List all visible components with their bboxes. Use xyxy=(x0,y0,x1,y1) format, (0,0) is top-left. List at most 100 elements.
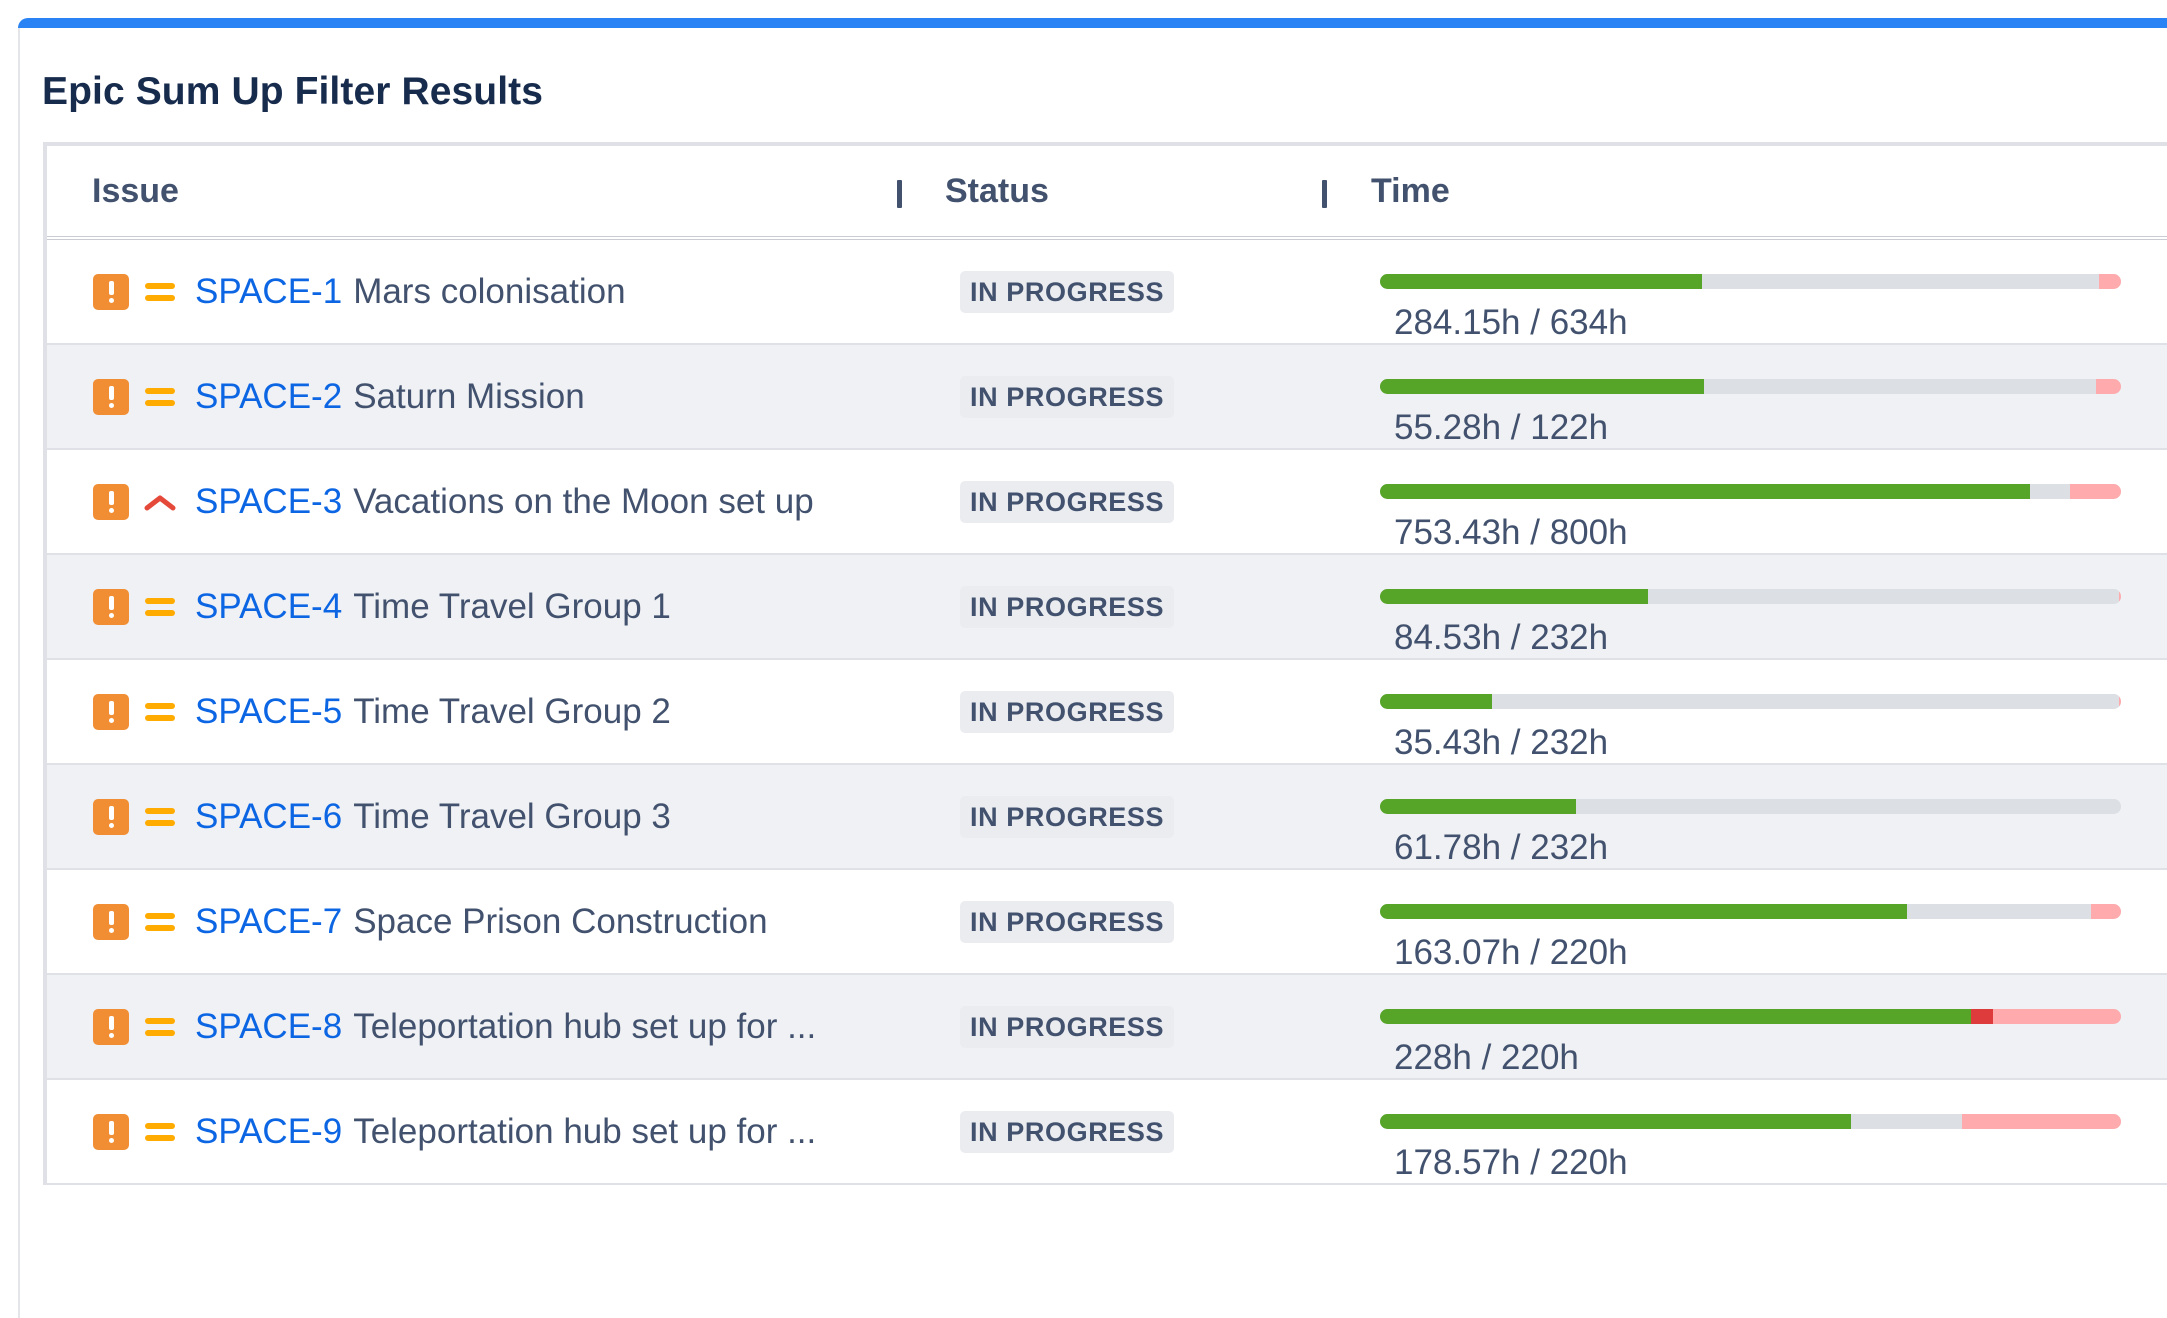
time-cell: 228h / 220h xyxy=(1380,1009,2121,1078)
issue-type-exclamation-icon xyxy=(93,799,129,835)
time-spent-estimate: 61.78h / 232h xyxy=(1394,828,1609,867)
table-row: SPACE-8 Teleportation hub set up for ...… xyxy=(47,975,2167,1080)
priority-medium-icon xyxy=(143,1118,177,1146)
column-header-issue[interactable]: Issue xyxy=(92,172,179,210)
issue-cell: SPACE-2 Saturn Mission xyxy=(93,375,585,419)
page-title: Epic Sum Up Filter Results xyxy=(42,70,544,113)
status-badge: IN PROGRESS xyxy=(960,691,1175,733)
issue-summary[interactable]: Time Travel Group 1 xyxy=(353,587,671,626)
issue-summary[interactable]: Mars colonisation xyxy=(353,272,626,311)
status-badge: IN PROGRESS xyxy=(960,586,1175,628)
issue-summary[interactable]: Time Travel Group 3 xyxy=(353,797,671,836)
issue-type-exclamation-icon xyxy=(93,1009,129,1045)
time-spent-estimate: 84.53h / 232h xyxy=(1394,618,1609,657)
issue-key-link[interactable]: SPACE-3 xyxy=(195,482,343,521)
issue-type-exclamation-icon xyxy=(93,904,129,940)
priority-medium-icon xyxy=(143,593,177,621)
progress-over-estimate-segment xyxy=(2118,589,2121,604)
time-progress-bar xyxy=(1380,484,2121,499)
issue-key-link[interactable]: SPACE-7 xyxy=(195,902,343,941)
progress-remaining-segment xyxy=(2029,484,2070,499)
progress-logged-segment xyxy=(1380,694,1492,709)
column-resize-handle[interactable] xyxy=(1322,180,1327,208)
issue-summary[interactable]: Teleportation hub set up for ... xyxy=(353,1007,817,1046)
priority-high-icon xyxy=(143,488,177,516)
issue-key-link[interactable]: SPACE-5 xyxy=(195,692,343,731)
time-cell: 163.07h / 220h xyxy=(1380,904,2121,973)
table-row: SPACE-7 Space Prison Construction IN PRO… xyxy=(47,870,2167,975)
table-header: Issue Status Time xyxy=(47,146,2167,240)
time-spent-estimate: 35.43h / 232h xyxy=(1394,723,1609,762)
issue-cell: SPACE-4 Time Travel Group 1 xyxy=(93,585,671,629)
time-spent-estimate: 163.07h / 220h xyxy=(1394,933,1628,972)
time-progress-bar xyxy=(1380,274,2121,289)
issue-key-link[interactable]: SPACE-4 xyxy=(195,587,343,626)
issue-key-link[interactable]: SPACE-8 xyxy=(195,1007,343,1046)
priority-medium-icon xyxy=(143,278,177,306)
progress-over-estimate-segment xyxy=(2098,274,2121,289)
issue-type-exclamation-icon xyxy=(93,274,129,310)
issue-cell: SPACE-1 Mars colonisation xyxy=(93,270,626,314)
issue-key-link[interactable]: SPACE-6 xyxy=(195,797,343,836)
issue-summary[interactable]: Space Prison Construction xyxy=(353,902,768,941)
time-spent-estimate: 284.15h / 634h xyxy=(1394,303,1628,342)
progress-logged-segment xyxy=(1380,1009,1971,1024)
issue-cell: SPACE-7 Space Prison Construction xyxy=(93,900,768,944)
progress-remaining-segment xyxy=(1648,589,2119,604)
progress-remaining-segment xyxy=(1702,274,2099,289)
issue-summary[interactable]: Vacations on the Moon set up xyxy=(353,482,814,521)
issue-cell: SPACE-9 Teleportation hub set up for ... xyxy=(93,1110,816,1154)
progress-over-estimate-segment xyxy=(2090,904,2121,919)
progress-logged-segment xyxy=(1380,484,2030,499)
column-header-status[interactable]: Status xyxy=(945,172,1049,210)
issue-type-exclamation-icon xyxy=(93,1114,129,1150)
progress-logged-segment xyxy=(1380,589,1649,604)
issue-summary[interactable]: Teleportation hub set up for ... xyxy=(353,1112,817,1151)
table-row: SPACE-1 Mars colonisation IN PROGRESS 28… xyxy=(47,240,2167,345)
progress-remaining-segment xyxy=(1851,1114,1962,1129)
results-table: Issue Status Time SPACE-1 Mars colonisat… xyxy=(43,142,2167,1185)
table-row: SPACE-4 Time Travel Group 1 IN PROGRESS … xyxy=(47,555,2167,660)
issue-key-link[interactable]: SPACE-1 xyxy=(195,272,343,311)
table-row: SPACE-6 Time Travel Group 3 IN PROGRESS … xyxy=(47,765,2167,870)
time-cell: 178.57h / 220h xyxy=(1380,1114,2121,1183)
table-body: SPACE-1 Mars colonisation IN PROGRESS 28… xyxy=(47,240,2167,1185)
time-cell: 84.53h / 232h xyxy=(1380,589,2121,658)
issue-cell: SPACE-3 Vacations on the Moon set up xyxy=(93,480,814,524)
status-badge: IN PROGRESS xyxy=(960,271,1175,313)
issue-type-exclamation-icon xyxy=(93,694,129,730)
column-header-time[interactable]: Time xyxy=(1371,172,1450,210)
issue-key-link[interactable]: SPACE-2 xyxy=(195,377,343,416)
table-row: SPACE-5 Time Travel Group 2 IN PROGRESS … xyxy=(47,660,2167,765)
issue-summary[interactable]: Time Travel Group 2 xyxy=(353,692,671,731)
time-progress-bar xyxy=(1380,799,2121,814)
progress-logged-segment xyxy=(1380,274,1703,289)
progress-over-estimate-segment xyxy=(1961,1114,2121,1129)
time-progress-bar xyxy=(1380,379,2121,394)
time-spent-estimate: 178.57h / 220h xyxy=(1394,1143,1628,1182)
issue-cell: SPACE-6 Time Travel Group 3 xyxy=(93,795,671,839)
table-row: SPACE-2 Saturn Mission IN PROGRESS 55.28… xyxy=(47,345,2167,450)
time-progress-bar xyxy=(1380,1009,2121,1024)
issue-type-exclamation-icon xyxy=(93,379,129,415)
progress-remaining-segment xyxy=(1491,694,2119,709)
issue-key-link[interactable]: SPACE-9 xyxy=(195,1112,343,1151)
time-progress-bar xyxy=(1380,694,2121,709)
time-spent-estimate: 753.43h / 800h xyxy=(1394,513,1628,552)
status-badge: IN PROGRESS xyxy=(960,1006,1175,1048)
time-progress-bar xyxy=(1380,589,2121,604)
issue-type-exclamation-icon xyxy=(93,484,129,520)
priority-medium-icon xyxy=(143,908,177,936)
column-resize-handle[interactable] xyxy=(897,180,902,208)
issue-summary[interactable]: Saturn Mission xyxy=(353,377,585,416)
issue-type-exclamation-icon xyxy=(93,589,129,625)
table-row: SPACE-3 Vacations on the Moon set up IN … xyxy=(47,450,2167,555)
time-cell: 55.28h / 122h xyxy=(1380,379,2121,448)
progress-logged-segment xyxy=(1380,904,1907,919)
progress-remaining-segment xyxy=(1906,904,2091,919)
status-badge: IN PROGRESS xyxy=(960,376,1175,418)
issue-cell: SPACE-8 Teleportation hub set up for ... xyxy=(93,1005,816,1049)
time-progress-bar xyxy=(1380,1114,2121,1129)
panel-accent-bar xyxy=(18,18,2167,28)
status-badge: IN PROGRESS xyxy=(960,796,1175,838)
